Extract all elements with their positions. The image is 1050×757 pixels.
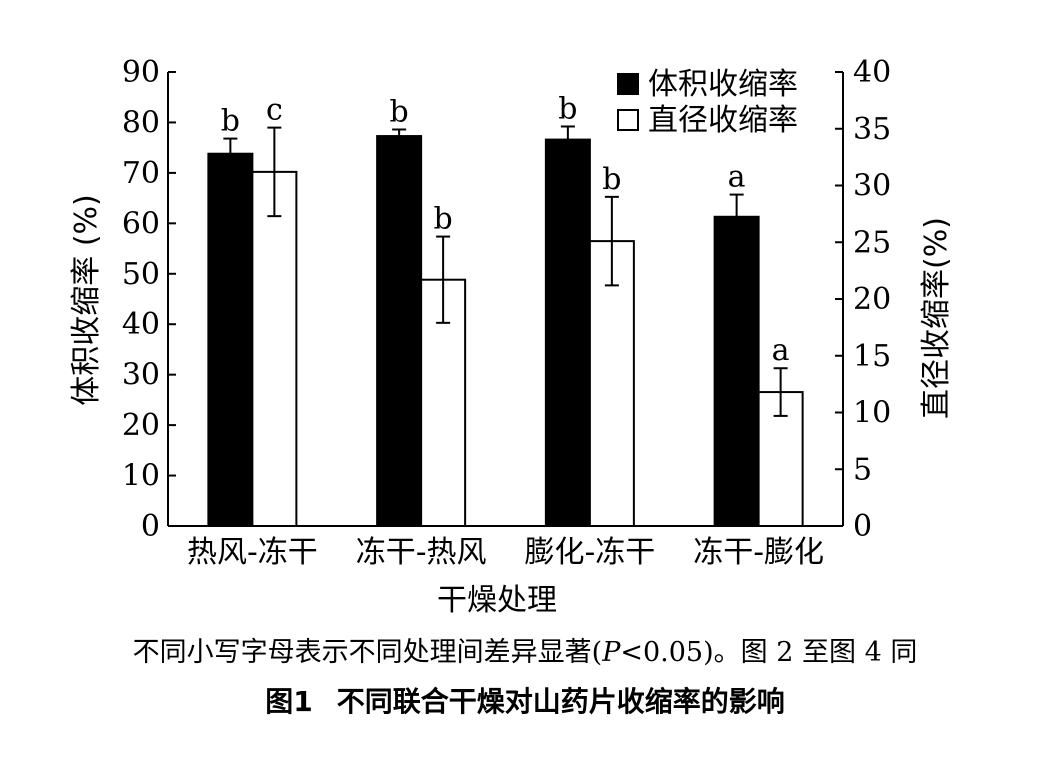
y-left-tick-label: 20 [122,408,160,443]
y-left-tick-label: 70 [122,156,160,191]
note-text-2: <0.05)。图 2 至图 4 同 [620,637,918,668]
y-right-tick-label: 35 [853,112,891,147]
x-tick-label: 冻干-膨化 [693,535,824,570]
significance-label: b [221,104,240,139]
y-left-tick-label: 30 [122,358,160,393]
x-tick-label: 热风-冻干 [187,535,318,570]
y-left-tick-label: 0 [141,509,160,544]
bar [207,152,254,527]
y-left-tick-label: 60 [122,206,160,241]
bar [588,240,635,528]
significance-label: a [772,333,790,368]
bar [544,138,591,527]
legend-swatch [617,109,639,131]
note-text: 不同小写字母表示不同处理间差异显著( [132,637,603,668]
significance-label: b [390,95,409,130]
significance-label: c [266,93,283,128]
bar [376,135,423,527]
caption-title: 不同联合干燥对山药片收缩率的影响 [336,685,785,718]
x-tick-label: 冻干-热风 [356,535,487,570]
significance-note: 不同小写字母表示不同处理间差异显著(P<0.05)。图 2 至图 4 同 [0,630,1050,669]
y-right-tick-label: 25 [853,225,891,260]
shrinkage-bar-chart: 0 10 20 30 40 50 60 70 80 90 0 5 10 15 20 25 30 35 40 热风-冻干… [69,55,954,618]
y-right-tick-label: 10 [853,396,891,431]
y-right-tick-label: 5 [853,452,872,487]
significance-label: b [602,162,621,197]
bar [251,170,298,527]
significance-label: a [728,160,746,195]
y-left-tick-label: 40 [122,307,160,342]
legend-label: 直径收缩率 [648,103,798,138]
chart-axes: 0 10 20 30 40 50 60 70 80 90 0 5 10 15 20 25 30 35 40 热风-冻干… [122,55,891,570]
figure-caption: 图1 不同联合干燥对山药片收缩率的影响 [0,680,1050,720]
y-right-tick-label: 15 [853,339,891,374]
y-right-tick-label: 0 [853,509,872,544]
y-axis-left-label: 体积收缩率 (%) [69,194,104,405]
x-tick-label: 膨化-冻干 [524,535,655,570]
y-left-tick-label: 10 [122,459,160,494]
y-right-tick-label: 40 [853,55,891,90]
legend-swatch [617,73,639,95]
bar [713,215,760,528]
y-left-tick-label: 90 [122,55,160,90]
significance-label: b [434,202,453,237]
caption-number: 图1 [265,685,313,718]
note-p-symbol: P [602,637,621,668]
x-axis-label: 干燥处理 [437,583,557,618]
y-right-tick-label: 20 [853,282,891,317]
y-left-tick-label: 80 [122,105,160,140]
y-axis-right-label: 直径收缩率(%) [919,217,954,419]
y-left-tick-label: 50 [122,257,160,292]
significance-label: b [558,91,577,126]
y-right-tick-label: 30 [853,169,891,204]
legend-label: 体积收缩率 [648,67,798,102]
